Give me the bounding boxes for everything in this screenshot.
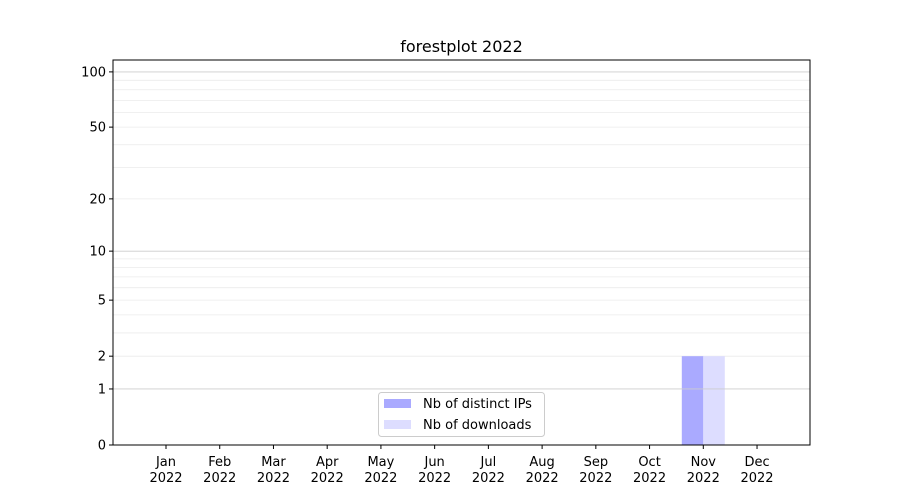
- grid-overlay: [113, 71, 810, 390]
- x-tick-label-month: Feb: [208, 455, 231, 470]
- plot-frame: [112, 59, 811, 446]
- x-tick-label-month: Dec: [744, 455, 769, 470]
- legend: Nb of distinct IPs Nb of downloads: [378, 392, 545, 437]
- x-tick-label-month: Nov: [691, 455, 717, 470]
- y-tick-label: 0: [98, 439, 106, 454]
- x-tick-label-year: 2022: [203, 471, 236, 486]
- legend-box: [378, 392, 545, 437]
- x-tick-label-month: Oct: [638, 455, 660, 470]
- y-tick-label: 20: [89, 192, 106, 207]
- grid: [113, 79, 810, 357]
- legend-swatch: [384, 420, 411, 429]
- bars: [681, 356, 725, 445]
- y-tick-label: 2: [98, 350, 106, 365]
- x-tick-label-year: 2022: [311, 471, 344, 486]
- x-tick-label-month: Jun: [423, 455, 444, 470]
- x-tick-label-month: May: [367, 455, 394, 470]
- x-tick-label-year: 2022: [740, 471, 773, 486]
- x-tick-label-year: 2022: [364, 471, 397, 486]
- legend-label: Nb of downloads: [423, 418, 532, 433]
- y-tick-label: 1: [98, 382, 106, 397]
- legend-label: Nb of distinct IPs: [423, 397, 532, 412]
- bar-distinct-ips: [681, 356, 704, 445]
- y-tick-label: 5: [98, 294, 106, 309]
- x-tick-label-month: Jul: [480, 455, 497, 470]
- legend-swatch: [384, 399, 411, 408]
- y-tick-label: 10: [89, 245, 106, 260]
- x-tick-label-month: Apr: [316, 455, 339, 470]
- x-axis: Jan2022Feb2022Mar2022Apr2022May2022Jun20…: [149, 445, 774, 486]
- x-tick-label-year: 2022: [633, 471, 666, 486]
- y-tick-label: 50: [89, 121, 106, 136]
- x-tick-label-year: 2022: [526, 471, 559, 486]
- x-tick-label-month: Aug: [529, 455, 554, 470]
- x-tick-label-month: Jan: [155, 455, 176, 470]
- x-tick-label-year: 2022: [257, 471, 290, 486]
- x-tick-label-month: Sep: [584, 455, 609, 470]
- x-tick-label-year: 2022: [149, 471, 182, 486]
- x-tick-label-month: Mar: [261, 455, 286, 470]
- bar-downloads: [703, 356, 725, 445]
- x-tick-label-year: 2022: [418, 471, 451, 486]
- y-tick-label: 100: [81, 65, 106, 80]
- y-axis: 0 1 2 5 10 20 50 100: [81, 65, 113, 454]
- chart-title: forestplot 2022: [400, 37, 523, 56]
- x-tick-label-year: 2022: [472, 471, 505, 486]
- x-tick-label-year: 2022: [579, 471, 612, 486]
- x-tick-label-year: 2022: [687, 471, 720, 486]
